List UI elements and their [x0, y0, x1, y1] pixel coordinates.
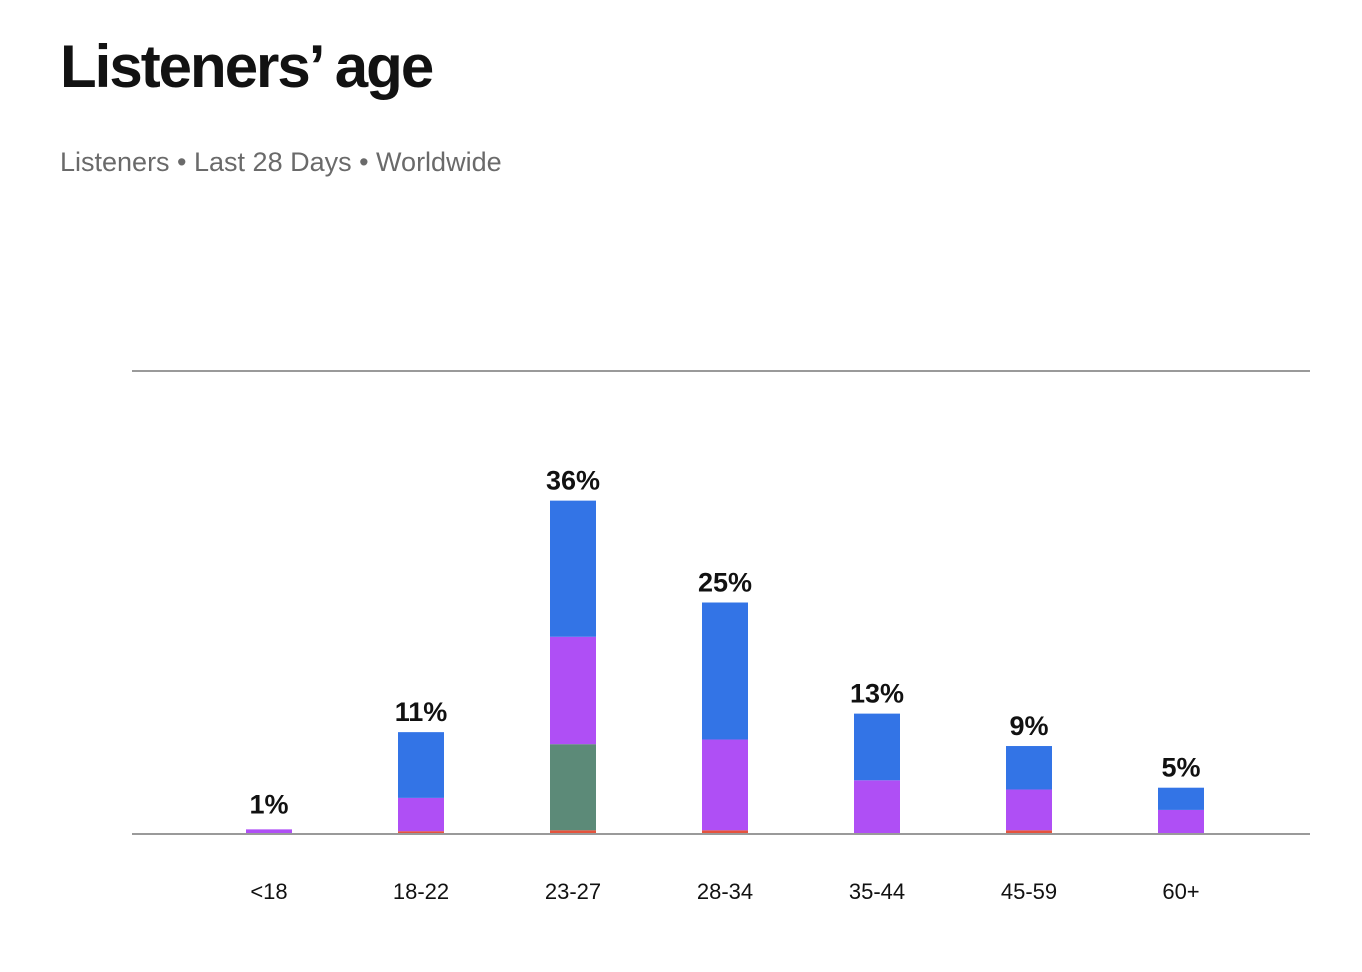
- labels-group: 1% <18 11% 18-22 36% 23-27 25% 28-34 13% 35-44 9% 4…: [249, 466, 1200, 904]
- chart-subtitle: Listeners • Last 28 Days • Worldwide: [60, 147, 502, 177]
- bar-segment-2834-s0: [702, 830, 748, 834]
- bar-segment-4559-s3: [1006, 746, 1052, 790]
- bar-segment-60-s3: [1158, 787, 1204, 810]
- bar-value-label: 25%: [698, 568, 752, 598]
- x-tick-label: 28-34: [697, 879, 753, 904]
- bar-segment-2834-s2: [702, 739, 748, 831]
- bar-segment-60-s2: [1158, 809, 1204, 834]
- bar-segment-3544-s2: [854, 780, 900, 834]
- page-title: Listeners’ age: [60, 33, 434, 100]
- bar-segment-2327-s2: [550, 636, 596, 745]
- bar-segment-2327-s3: [550, 500, 596, 637]
- x-tick-label: <18: [250, 879, 287, 904]
- x-tick-label: 45-59: [1001, 879, 1057, 904]
- bar-segment-4559-s0: [1006, 830, 1052, 834]
- bar-value-label: 5%: [1161, 753, 1200, 783]
- bar-value-label: 9%: [1009, 711, 1048, 741]
- bar-value-label: 1%: [249, 790, 288, 820]
- bar-segment-1822-s0: [398, 831, 444, 834]
- bar-value-label: 11%: [395, 697, 448, 727]
- bars-group: [246, 500, 1204, 834]
- x-tick-label: 35-44: [849, 879, 905, 904]
- x-tick-label: 23-27: [545, 879, 601, 904]
- bar-segment-2327-s1: [550, 744, 596, 831]
- bar-segment-18-s2: [246, 829, 292, 834]
- bar-segment-1822-s2: [398, 797, 444, 832]
- x-tick-label: 18-22: [393, 879, 449, 904]
- bar-segment-1822-s3: [398, 732, 444, 798]
- bar-value-label: 13%: [850, 679, 904, 709]
- bar-segment-4559-s2: [1006, 789, 1052, 831]
- bar-segment-2834-s3: [702, 602, 748, 740]
- bar-segment-2327-s0: [550, 830, 596, 834]
- bar-value-label: 36%: [546, 466, 600, 496]
- x-tick-label: 60+: [1162, 879, 1199, 904]
- bar-segment-3544-s3: [854, 713, 900, 781]
